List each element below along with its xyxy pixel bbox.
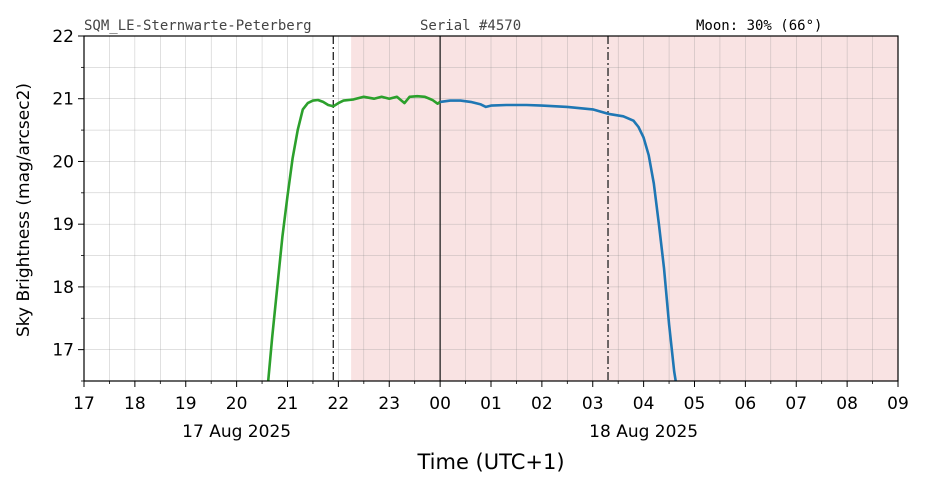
x-tick-label: 03: [582, 394, 604, 414]
x-tick-label: 02: [531, 394, 553, 414]
x-tick-label: 20: [226, 394, 248, 414]
x-tick-label: 05: [684, 394, 706, 414]
serial-number: Serial #4570: [420, 18, 521, 34]
x-tick-label: 23: [378, 394, 400, 414]
x-tick-label: 21: [277, 394, 299, 414]
x-tick-label: 19: [175, 394, 197, 414]
x-tick-label: 18: [124, 394, 146, 414]
x-tick-label: 07: [785, 394, 807, 414]
x-axis-label: Time (UTC+1): [416, 450, 564, 474]
plot-area: 17 18 19 20 21 22 17 18 19 20 21 22 23 00 01 02 03 04 05 06…: [52, 27, 908, 442]
y-tick-label: 20: [52, 152, 74, 172]
series-line-1: [266, 94, 441, 382]
y-tick-label: 18: [52, 278, 74, 298]
y-tick-label: 21: [52, 90, 74, 110]
y-tick-label: 22: [52, 27, 74, 47]
date-label: 17 Aug 2025: [182, 422, 291, 442]
station-name: SQM_LE-Sternwarte-Peterberg: [84, 18, 312, 34]
y-axis-label: Sky Brightness (mag/arcsec2): [14, 83, 34, 337]
x-tick-label: 17: [73, 394, 95, 414]
x-tick-label: 00: [429, 394, 451, 414]
x-tick-label: 04: [633, 394, 655, 414]
y-tick-label: 19: [52, 215, 74, 235]
x-tick-label: 08: [836, 394, 858, 414]
x-tick-label: 09: [887, 394, 909, 414]
x-tick-label: 06: [735, 394, 757, 414]
date-label: 18 Aug 2025: [589, 422, 698, 442]
night-shaded-region: [351, 36, 898, 381]
y-tick-label: 17: [52, 341, 74, 361]
moon-info: Moon: 30% (66°): [696, 18, 822, 34]
series-line-2: [439, 99, 677, 382]
x-tick-label: 01: [480, 394, 502, 414]
x-tick-label: 22: [328, 394, 350, 414]
